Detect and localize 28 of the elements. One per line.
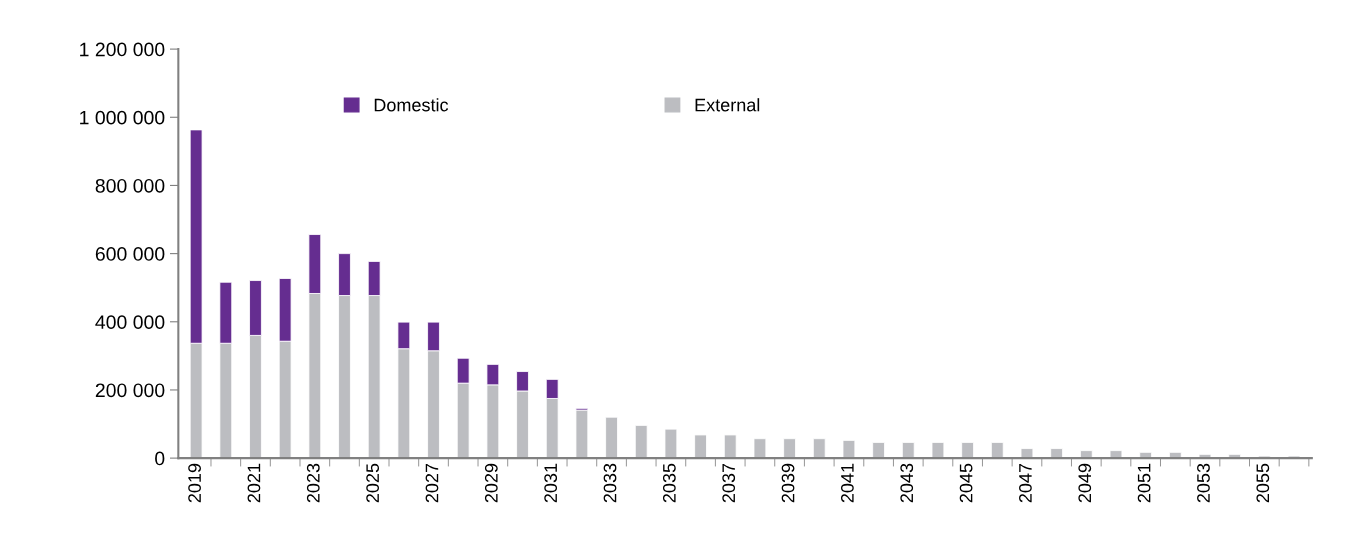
x-tick-label: 2029 [484,463,498,503]
legend-label: Domestic [374,98,449,112]
x-tick-label: 2043 [900,463,914,503]
x-tick-label: 2051 [1137,463,1151,503]
x-tick-label: 2031 [544,463,558,503]
x-tick-label: 2053 [1197,463,1210,503]
y-tick-label: 600 000 [95,247,165,261]
y-tick-label: 400 000 [95,315,165,330]
y-tick-label: 1 000 000 [80,110,165,125]
x-tick-label: 2041 [840,463,854,503]
x-tick-label: 2027 [425,463,439,503]
x-tick-label: 2033 [603,463,617,503]
y-tick-label: 0 [155,451,165,466]
x-tick-label: 2049 [1078,463,1092,503]
y-tick-label: 1 200 000 [80,42,165,57]
x-tick-label: 2055 [1256,463,1270,503]
x-tick-label: 2021 [247,463,261,503]
x-tick-label: 2039 [781,463,795,503]
x-tick-label: 2045 [959,463,973,503]
x-tick-label: 2037 [722,463,736,503]
x-tick-label: 2025 [366,463,380,503]
x-tick-label: 2047 [1019,463,1032,503]
y-tick-label: 800 000 [95,178,165,193]
legend-label: External [695,98,760,112]
y-tick-label: 200 000 [95,383,165,398]
x-tick-label: 2023 [306,463,320,503]
x-tick-label: 2035 [662,463,676,503]
x-tick-label: 2019 [188,463,201,503]
